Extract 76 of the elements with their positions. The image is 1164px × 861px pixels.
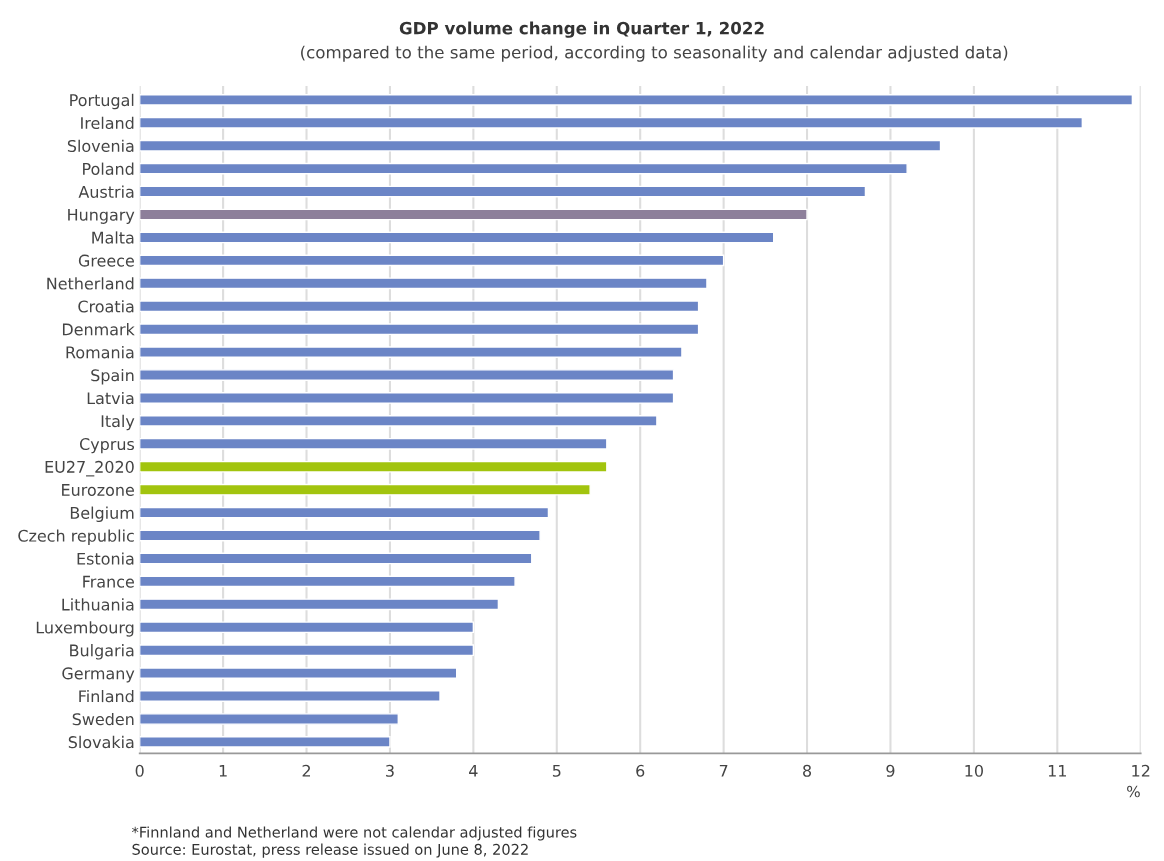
- y-tick-label: Sweden: [72, 712, 134, 726]
- y-tick-label: Cyprus: [79, 438, 135, 454]
- bar: [139, 94, 1134, 106]
- y-tick-label: Greece: [78, 254, 134, 267]
- bar: [139, 483, 591, 496]
- y-tick-label: Croatia: [78, 300, 134, 313]
- x-tick-label: 4: [469, 764, 478, 777]
- y-tick-label: Italy: [101, 414, 135, 431]
- x-tick-label: 7: [719, 764, 728, 777]
- x-tick-label: 9: [886, 764, 895, 777]
- x-tick-label: 11: [1048, 764, 1066, 777]
- bar: [139, 529, 541, 542]
- y-tick-label: Lithuania: [62, 598, 134, 611]
- bar: [139, 231, 775, 244]
- bar: [139, 667, 458, 679]
- x-tick-label: 1: [219, 764, 227, 777]
- y-tick-label: EU27_2020: [45, 460, 134, 477]
- source-note: Source: Eurostat, press release issued on June 8, 2022: [132, 843, 528, 858]
- bar: [139, 575, 516, 588]
- bar: [139, 621, 475, 634]
- bar: [139, 506, 550, 519]
- chart-subtitle: (compared to the same period, according to seasonality and calendar adjusted data): [301, 45, 1008, 62]
- bar: [139, 254, 725, 267]
- bar: [139, 185, 867, 198]
- bar: [139, 369, 675, 381]
- x-tick-label: 5: [552, 764, 561, 777]
- y-tick-label: Luxembourg: [36, 621, 134, 637]
- bar: [139, 300, 700, 313]
- y-tick-label: Latvia: [87, 391, 134, 405]
- bar: [139, 392, 675, 404]
- bar: [139, 415, 658, 427]
- y-tick-label: Hungary: [68, 208, 135, 224]
- bar: [139, 208, 808, 221]
- y-tick-label: Slovakia: [68, 735, 134, 749]
- bar: [139, 437, 608, 450]
- bar: [139, 323, 700, 336]
- y-tick-label: Estonia: [77, 552, 134, 565]
- y-tick-label: Romania: [66, 346, 134, 359]
- y-tick-label: Bulgaria: [70, 644, 134, 660]
- bar: [139, 552, 533, 565]
- x-tick-label: 8: [803, 764, 812, 777]
- bar: [139, 162, 908, 175]
- x-tick-label: 10: [965, 764, 983, 777]
- y-tick-label: France: [83, 575, 134, 588]
- bar: [139, 713, 399, 725]
- x-axis-title: %: [1127, 785, 1140, 798]
- bar: [139, 690, 441, 702]
- bar: [139, 598, 500, 611]
- chart-title: GDP volume change in Quarter 1, 2022: [399, 21, 764, 38]
- y-tick-label: Slovenia: [67, 139, 134, 153]
- x-tick-label: 12: [1132, 764, 1150, 777]
- bar: [139, 116, 1084, 129]
- x-tick-label: 0: [135, 764, 144, 777]
- bar: [139, 346, 683, 358]
- x-tick-label: 3: [386, 764, 394, 777]
- y-tick-label: Austria: [78, 185, 134, 198]
- y-tick-label: Spain: [91, 368, 134, 385]
- y-tick-label: Netherland: [47, 277, 134, 290]
- bar: [139, 644, 475, 657]
- y-tick-label: Belgium: [70, 506, 134, 522]
- y-tick-label: Poland: [83, 162, 134, 175]
- text: *Finnland and Netherland were not calendar adjusted figures: [131, 826, 577, 841]
- bar: [139, 277, 708, 290]
- y-tick-label: Portugal: [70, 93, 134, 110]
- x-tick-label: 6: [636, 764, 645, 777]
- bar: [139, 139, 942, 152]
- y-tick-label: Eurozone: [62, 484, 134, 496]
- bar: [139, 736, 391, 748]
- y-tick-label: Germany: [62, 667, 135, 683]
- bar: [139, 460, 608, 473]
- y-tick-label: Ireland: [81, 116, 134, 130]
- y-tick-label: Malta: [92, 231, 134, 244]
- x-tick-label: 2: [302, 764, 310, 777]
- y-tick-label: Denmark: [62, 323, 135, 336]
- y-tick-label: Finland: [79, 689, 134, 703]
- y-tick-label: Czech republic: [18, 529, 134, 545]
